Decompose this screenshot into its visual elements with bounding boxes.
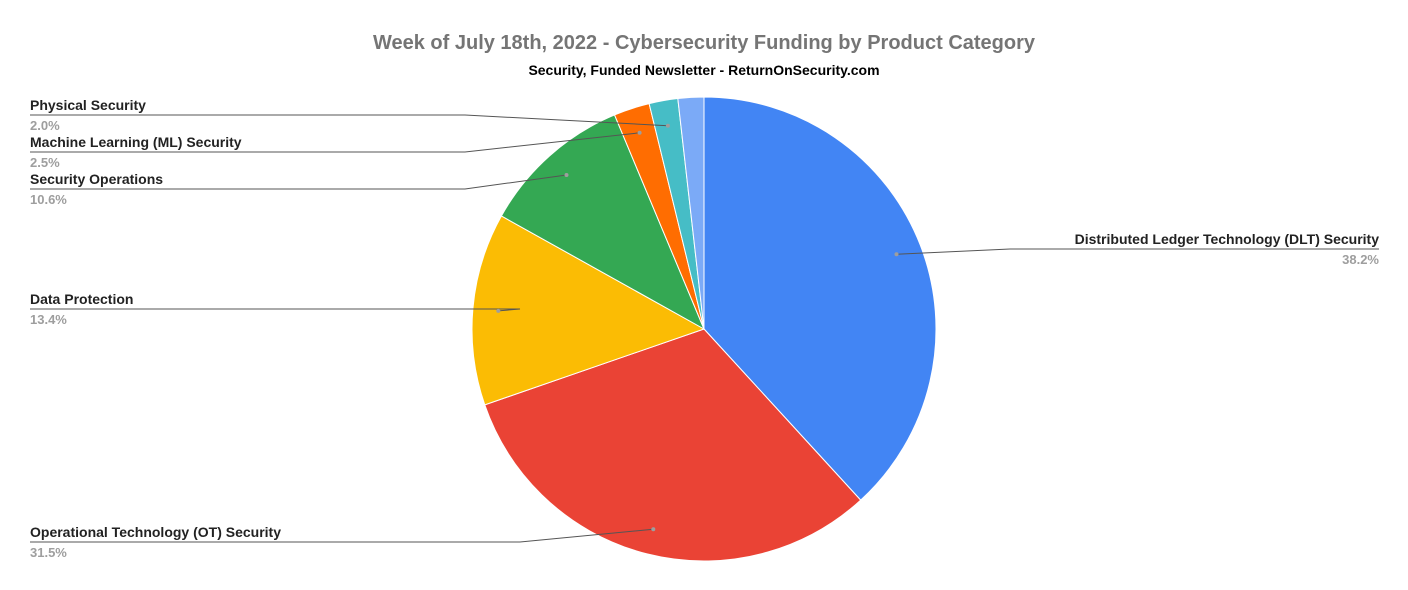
chart-subtitle: Security, Funded Newsletter - ReturnOnSe… (528, 62, 879, 78)
leader-line-operational-technology-security (30, 528, 654, 543)
slice-security-operations[interactable] (500, 114, 706, 331)
leader-dot-machine-learning-security (637, 130, 642, 135)
leader-line-machine-learning-security (30, 132, 640, 153)
leader-lines (30, 114, 1379, 543)
leader-dot-physical-security (665, 123, 670, 128)
slice-percent-data-protection: 13.4% (30, 312, 67, 327)
slice-distributed-ledger-technology-security[interactable] (703, 96, 937, 501)
slice-percent-operational-technology-security: 31.5% (30, 545, 67, 560)
slice-label-physical-security: Physical Security (30, 97, 146, 113)
slice-label-machine-learning-security: Machine Learning (ML) Security (30, 134, 242, 150)
leader-line-distributed-ledger-technology-security (896, 248, 1379, 255)
slice-label-operational-technology-security: Operational Technology (OT) Security (30, 524, 281, 540)
slice-labels: Distributed Ledger Technology (DLT) Secu… (30, 97, 1379, 560)
slice-percent-machine-learning-security: 2.5% (30, 155, 60, 170)
leader-dot-operational-technology-security (651, 527, 656, 532)
leader-line-physical-security (30, 114, 668, 127)
leader-line-data-protection (30, 308, 521, 312)
slice-percent-security-operations: 10.6% (30, 192, 67, 207)
slice-percent-distributed-ledger-technology-security: 38.2% (1342, 252, 1379, 267)
slice-percent-physical-security: 2.0% (30, 118, 60, 133)
leader-line-security-operations (30, 174, 567, 190)
slice-label-security-operations: Security Operations (30, 171, 163, 187)
slice-other-6[interactable] (677, 96, 705, 330)
leader-dot-data-protection (496, 308, 501, 313)
slice-label-data-protection: Data Protection (30, 291, 133, 307)
slice-operational-technology-security[interactable] (484, 328, 862, 562)
chart-title: Week of July 18th, 2022 - Cybersecurity … (373, 32, 1036, 54)
leader-dot-security-operations (564, 173, 569, 177)
pie-slices (471, 96, 937, 562)
leader-dot-distributed-ledger-technology-security (894, 252, 899, 257)
slice-label-distributed-ledger-technology-security: Distributed Ledger Technology (DLT) Secu… (1075, 231, 1380, 247)
